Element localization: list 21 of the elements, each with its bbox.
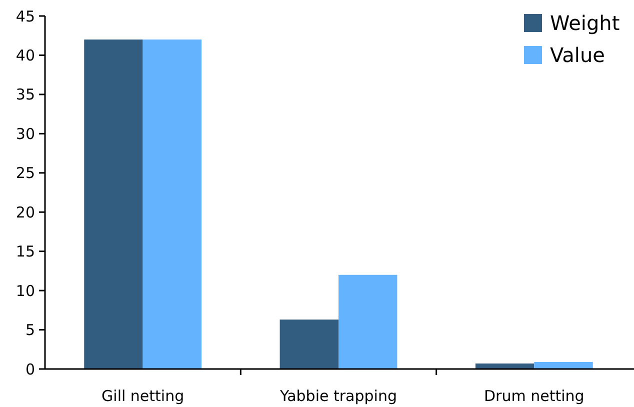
bar bbox=[280, 320, 338, 369]
bar bbox=[475, 364, 534, 369]
x-tick-label: Drum netting bbox=[484, 387, 584, 405]
legend-label: Weight bbox=[550, 11, 620, 35]
x-tick-label: Gill netting bbox=[102, 387, 184, 405]
y-tick-label: 45 bbox=[16, 7, 35, 26]
y-tick-label: 15 bbox=[16, 242, 35, 261]
bar bbox=[142, 40, 202, 369]
bar bbox=[534, 362, 593, 369]
y-tick-label: 0 bbox=[25, 360, 35, 378]
y-tick-label: 30 bbox=[16, 124, 35, 143]
y-tick-label: 25 bbox=[16, 164, 35, 182]
y-tick-label: 20 bbox=[16, 203, 35, 222]
y-tick-label: 40 bbox=[16, 46, 35, 64]
legend-label: Value bbox=[550, 43, 605, 67]
x-tick-label: Yabbie trapping bbox=[279, 387, 397, 405]
bar bbox=[338, 274, 398, 369]
bar bbox=[84, 40, 143, 369]
y-tick-label: 10 bbox=[16, 282, 35, 300]
y-tick-label: 35 bbox=[16, 86, 35, 104]
y-tick-label: 5 bbox=[25, 321, 35, 340]
